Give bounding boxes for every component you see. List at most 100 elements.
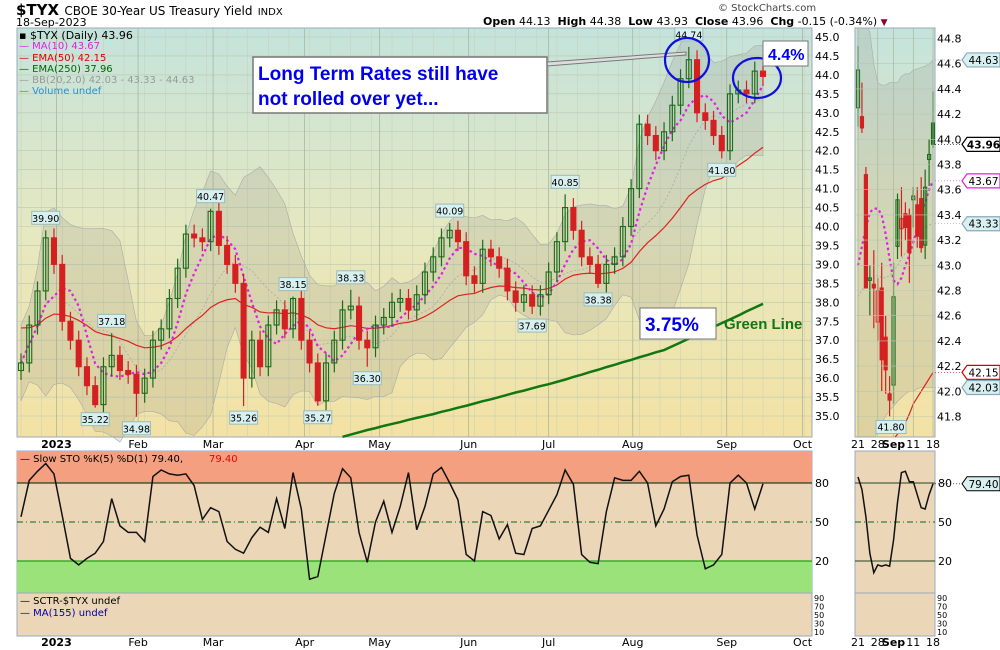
candle-body (17, 362, 25, 372)
candle-body (677, 78, 684, 106)
x-tick-label: Sep (716, 636, 737, 649)
candle-body (331, 339, 338, 364)
inset-y-tick-label: 42.8 (937, 285, 962, 298)
candle-body (669, 104, 676, 133)
candle-body (306, 339, 313, 364)
candle-body (207, 210, 214, 243)
x-tick-label: Jul (541, 636, 555, 649)
candle-body (405, 297, 412, 311)
inset-y-tick-label: 44.6 (937, 58, 962, 71)
inset-candle-body (887, 393, 892, 401)
candle-body (463, 241, 470, 277)
candle-body (562, 207, 569, 243)
down-arrow-icon: ▼ (880, 18, 888, 28)
y-tick-label: 36.0 (815, 372, 840, 385)
chg-label: Chg (770, 15, 795, 28)
candle-body (281, 309, 288, 330)
inset-ema50-line (894, 372, 934, 437)
y-tick-label: 41.5 (815, 164, 840, 177)
candle-body (619, 225, 626, 258)
candle-body (413, 294, 420, 311)
sctr-tick-label: 90 (937, 594, 947, 603)
stochastic-line (20, 462, 764, 581)
y-tick-label: 20 (938, 555, 952, 568)
y-tick-label: 45.0 (815, 31, 840, 44)
annotations: Long Term Rates still have not rolled ove… (252, 36, 809, 340)
sctr-tick-label: 70 (937, 603, 947, 612)
price-label: 39.90 (32, 214, 59, 225)
price-label-box (435, 203, 465, 218)
x-tick-label: Aug (622, 438, 643, 451)
candle-body (718, 134, 725, 152)
candle-body (199, 237, 206, 243)
inset-ma10-line (856, 180, 935, 286)
stochastic-value-text: 79.40 (968, 479, 998, 491)
inset-x-tick-label: 28 (871, 438, 885, 451)
inset-y-tick-label: 44.8 (937, 33, 962, 46)
x-tick-label: Jun (459, 636, 477, 649)
candle-body (479, 248, 486, 284)
candle-body (438, 237, 445, 258)
callout-text-line1: Long Term Rates still have (258, 64, 498, 85)
x-tick-label: Apr (295, 438, 315, 451)
chart-date: 18-Sep-2023 (16, 16, 87, 29)
y-tick-label: 50 (938, 516, 952, 529)
candle-body (232, 263, 239, 284)
price-label-box (517, 318, 547, 333)
price-label: 38.33 (337, 273, 364, 284)
price-label: 36.30 (354, 374, 381, 385)
x-tick-label: Jun (459, 438, 477, 451)
inset-candle-body (899, 218, 904, 230)
candle-body (240, 282, 247, 379)
candle-body (586, 256, 593, 265)
candle-body (454, 229, 462, 243)
value-tag (961, 379, 1000, 396)
candle-body (75, 339, 82, 368)
open-label: Open (483, 15, 516, 28)
candle-body (158, 328, 165, 341)
inset-y-tick-label: 42.2 (937, 360, 962, 373)
exchange: INDX (257, 7, 283, 18)
inset-y-tick-label: 42.0 (937, 385, 962, 398)
candle-body (322, 362, 330, 402)
price-label-box (278, 277, 308, 292)
price-label: 44.74 (675, 30, 702, 41)
sctr-tick-label: 50 (814, 611, 824, 620)
inset-y-tick-label: 44.0 (937, 133, 962, 146)
close-label: Close (694, 15, 729, 28)
price-label: 37.18 (98, 317, 125, 328)
y-tick-label: 44.0 (815, 69, 840, 82)
candle-body (290, 297, 297, 330)
inset-candle-body (859, 116, 865, 129)
candle-body (603, 263, 610, 284)
inset-stochastic-area (854, 450, 936, 637)
inset-y-tick-label: 43.6 (937, 184, 962, 197)
candle-body (273, 309, 280, 326)
bollinger-band (20, 26, 764, 443)
x-tick-label: Feb (128, 636, 147, 649)
inset-y-tick-label: 44.2 (937, 108, 962, 121)
candle-body (339, 309, 346, 341)
price-label: 41.80 (708, 166, 735, 177)
x-tick-label: 2023 (41, 438, 72, 451)
candle-body (430, 256, 437, 273)
candle-body (471, 275, 478, 284)
sctr-tick-label: 10 (814, 628, 824, 637)
y-tick-label: 43.0 (815, 107, 840, 120)
x-tick-label: Mar (203, 438, 224, 451)
candle-body (149, 339, 156, 379)
value-tag (961, 136, 1000, 152)
y-tick-label: 80 (815, 477, 829, 490)
candle-body (92, 385, 99, 406)
candle-body (59, 263, 66, 322)
candle-body (446, 229, 453, 239)
price-label-box (583, 292, 613, 307)
y-tick-label: 37.5 (815, 315, 840, 328)
candle-body (224, 244, 231, 265)
candle-body (83, 366, 91, 387)
inset-candle-body (907, 214, 912, 254)
y-tick-label: 39.0 (815, 258, 840, 271)
x-tick-label: Sep (716, 438, 737, 451)
y-tick-label: 37.0 (815, 334, 840, 347)
